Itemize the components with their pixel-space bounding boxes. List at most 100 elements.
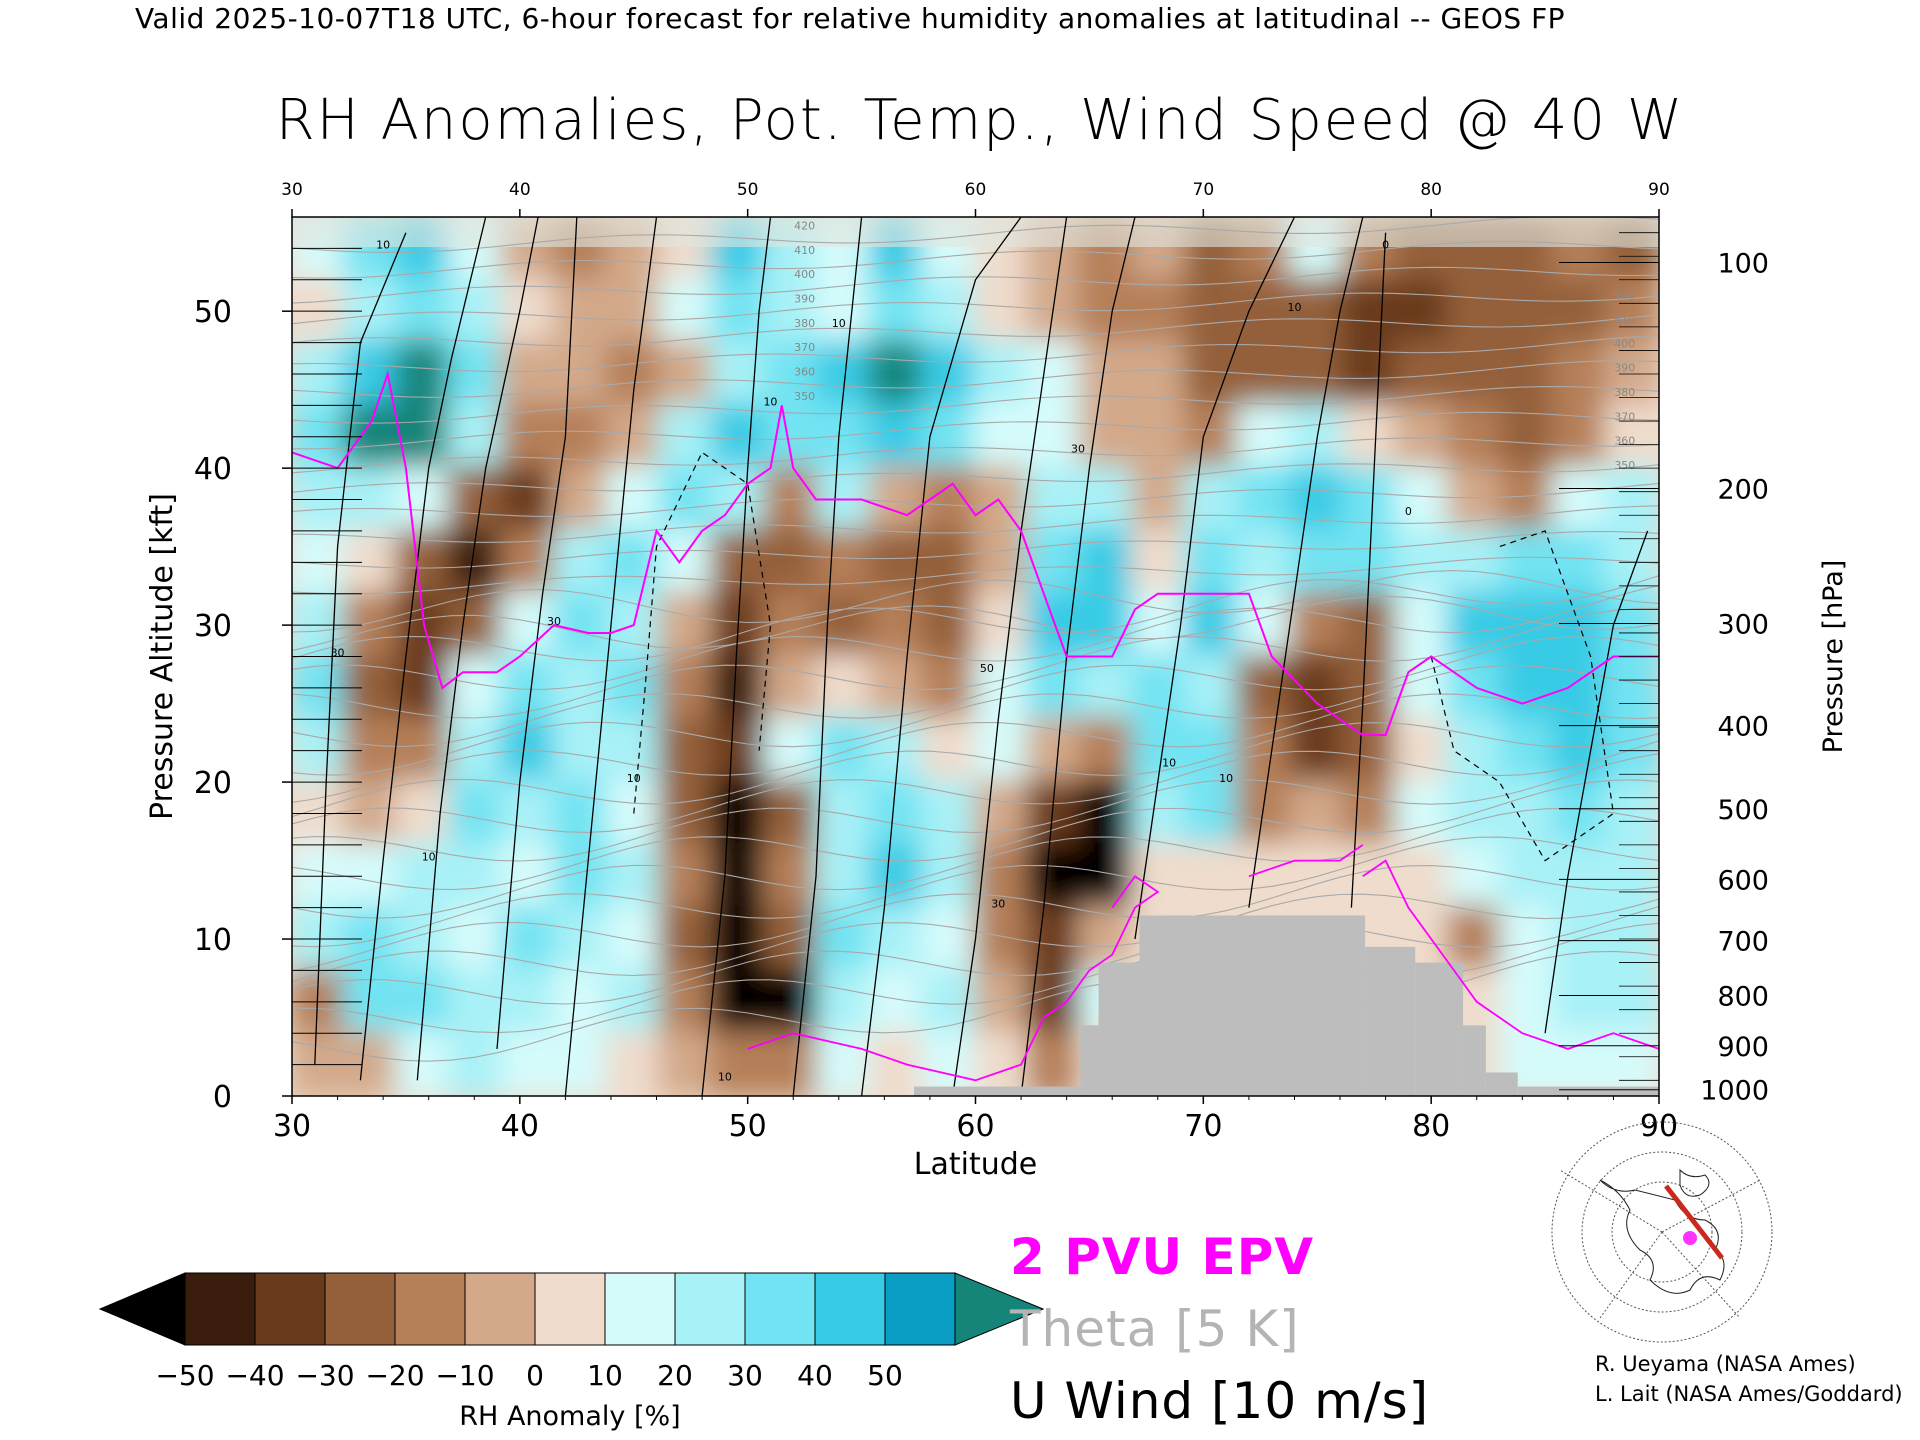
rh-cell bbox=[920, 340, 978, 408]
rh-cell bbox=[1551, 591, 1609, 659]
rh-cell bbox=[500, 403, 557, 471]
credit-line-1: R. Ueyama (NASA Ames) bbox=[1595, 1352, 1856, 1376]
u-wind-contour bbox=[792, 217, 863, 1096]
u-wind-label: 10 bbox=[1162, 756, 1176, 769]
u-wind-contours: 10 30 10 30 10 10 10 30 50 30 10 10 10 0 0 10 bbox=[314, 217, 1649, 1096]
theta-contour bbox=[292, 360, 1659, 398]
rh-cell bbox=[868, 340, 925, 408]
rh-cell bbox=[763, 842, 820, 910]
x-tick-label: 60 bbox=[956, 1109, 994, 1144]
theta-label: 400 bbox=[794, 268, 815, 281]
u-wind-label: 10 bbox=[763, 395, 777, 408]
rh-cell bbox=[973, 717, 1031, 785]
rh-cell bbox=[447, 1031, 505, 1096]
u-wind-contour bbox=[1544, 530, 1649, 1034]
rh-cell bbox=[815, 340, 873, 408]
rh-cell bbox=[920, 905, 978, 973]
rh-cell bbox=[1288, 466, 1346, 533]
rh-cell bbox=[395, 842, 452, 910]
rh-cell bbox=[763, 654, 820, 722]
theta-contour bbox=[292, 463, 1659, 493]
rh-cell bbox=[552, 1031, 610, 1096]
rh-cell bbox=[658, 654, 715, 722]
y-tick-label: 50 bbox=[194, 295, 232, 330]
pressure-tick-label: 800 bbox=[1717, 982, 1769, 1013]
rh-cell bbox=[1026, 905, 1083, 973]
rh-cell bbox=[815, 277, 873, 345]
rh-cell bbox=[763, 277, 820, 345]
rh-cell bbox=[1183, 277, 1241, 345]
rh-cell bbox=[1551, 905, 1609, 973]
section-line bbox=[1664, 1184, 1724, 1260]
rh-cell bbox=[815, 591, 873, 659]
rh-cell bbox=[1183, 591, 1241, 659]
theta-contour bbox=[292, 584, 1659, 690]
rh-cell bbox=[710, 340, 768, 408]
theta-contour bbox=[292, 740, 1659, 833]
rh-cell bbox=[658, 528, 715, 596]
theta-contour bbox=[292, 505, 1659, 543]
y-tick-label: 0 bbox=[213, 1080, 232, 1115]
y2-axis-label: Pressure [hPa] bbox=[1818, 560, 1849, 754]
theta-contour bbox=[292, 217, 1659, 253]
x-tick-label: 90 bbox=[1640, 1109, 1678, 1144]
theta-label: 350 bbox=[1614, 459, 1635, 472]
theta-label: 390 bbox=[794, 293, 815, 306]
rh-cell bbox=[1499, 968, 1556, 1036]
rh-cell bbox=[815, 780, 873, 847]
rh-cell bbox=[1446, 905, 1504, 973]
rh-cell bbox=[1499, 654, 1556, 722]
rh-cell bbox=[552, 466, 610, 533]
rh-cell bbox=[920, 528, 978, 596]
rh-cell bbox=[1499, 717, 1556, 785]
rh-cell bbox=[658, 780, 715, 847]
rh-cell bbox=[868, 905, 925, 973]
epv-line bbox=[1248, 844, 1364, 878]
pressure-tick-label: 300 bbox=[1717, 610, 1769, 641]
u-wind-contour bbox=[860, 217, 1022, 1096]
rh-cell bbox=[500, 780, 557, 847]
rh-cell bbox=[1341, 403, 1399, 471]
rh-cell bbox=[1499, 277, 1556, 345]
rh-cell bbox=[1236, 842, 1293, 910]
x-tick-label: 70 bbox=[1184, 1109, 1222, 1144]
rh-cell bbox=[1551, 528, 1609, 596]
rh-cell bbox=[868, 403, 925, 471]
rh-cell bbox=[1499, 842, 1556, 910]
u-wind-label: 30 bbox=[547, 615, 561, 628]
u-wind-label: 10 bbox=[627, 772, 641, 785]
rh-cell bbox=[1288, 591, 1346, 659]
pressure-tick-label: 200 bbox=[1717, 475, 1769, 506]
below-ground-column bbox=[1517, 1086, 1659, 1096]
rh-cell bbox=[447, 842, 505, 910]
theta-contour bbox=[292, 779, 1659, 891]
u-wind-contour bbox=[416, 217, 539, 1081]
epv-line bbox=[1362, 859, 1659, 1050]
rh-cell bbox=[973, 528, 1031, 596]
rh-cell bbox=[1131, 842, 1188, 910]
u-wind-label: 0 bbox=[1382, 238, 1389, 251]
rh-cell bbox=[815, 968, 873, 1036]
rh-cell bbox=[1236, 780, 1293, 847]
rh-cell bbox=[1183, 717, 1241, 785]
rh-cell bbox=[763, 528, 820, 596]
rh-cell bbox=[1446, 591, 1504, 659]
u-wind-label: 30 bbox=[331, 647, 345, 660]
x-tick-label: 50 bbox=[729, 1109, 767, 1144]
rh-cell bbox=[447, 591, 505, 659]
rh-cell bbox=[1183, 340, 1241, 408]
rh-cell bbox=[973, 403, 1031, 471]
chart-title: RH Anomalies, Pot. Temp., Wind Speed @ 4… bbox=[275, 88, 1685, 153]
rh-cell bbox=[1183, 654, 1241, 722]
rh-cell bbox=[1341, 277, 1399, 345]
colorbar-segment bbox=[184, 1272, 256, 1346]
theta-contour bbox=[292, 437, 1659, 474]
theta-contour bbox=[292, 893, 1659, 983]
rh-cell bbox=[1446, 277, 1504, 345]
rh-cell bbox=[1551, 780, 1609, 847]
x-top-tick-label: 80 bbox=[1420, 180, 1442, 200]
theta-label: 410 bbox=[794, 244, 815, 257]
rh-cell bbox=[920, 780, 978, 847]
rh-cell bbox=[1288, 528, 1346, 596]
